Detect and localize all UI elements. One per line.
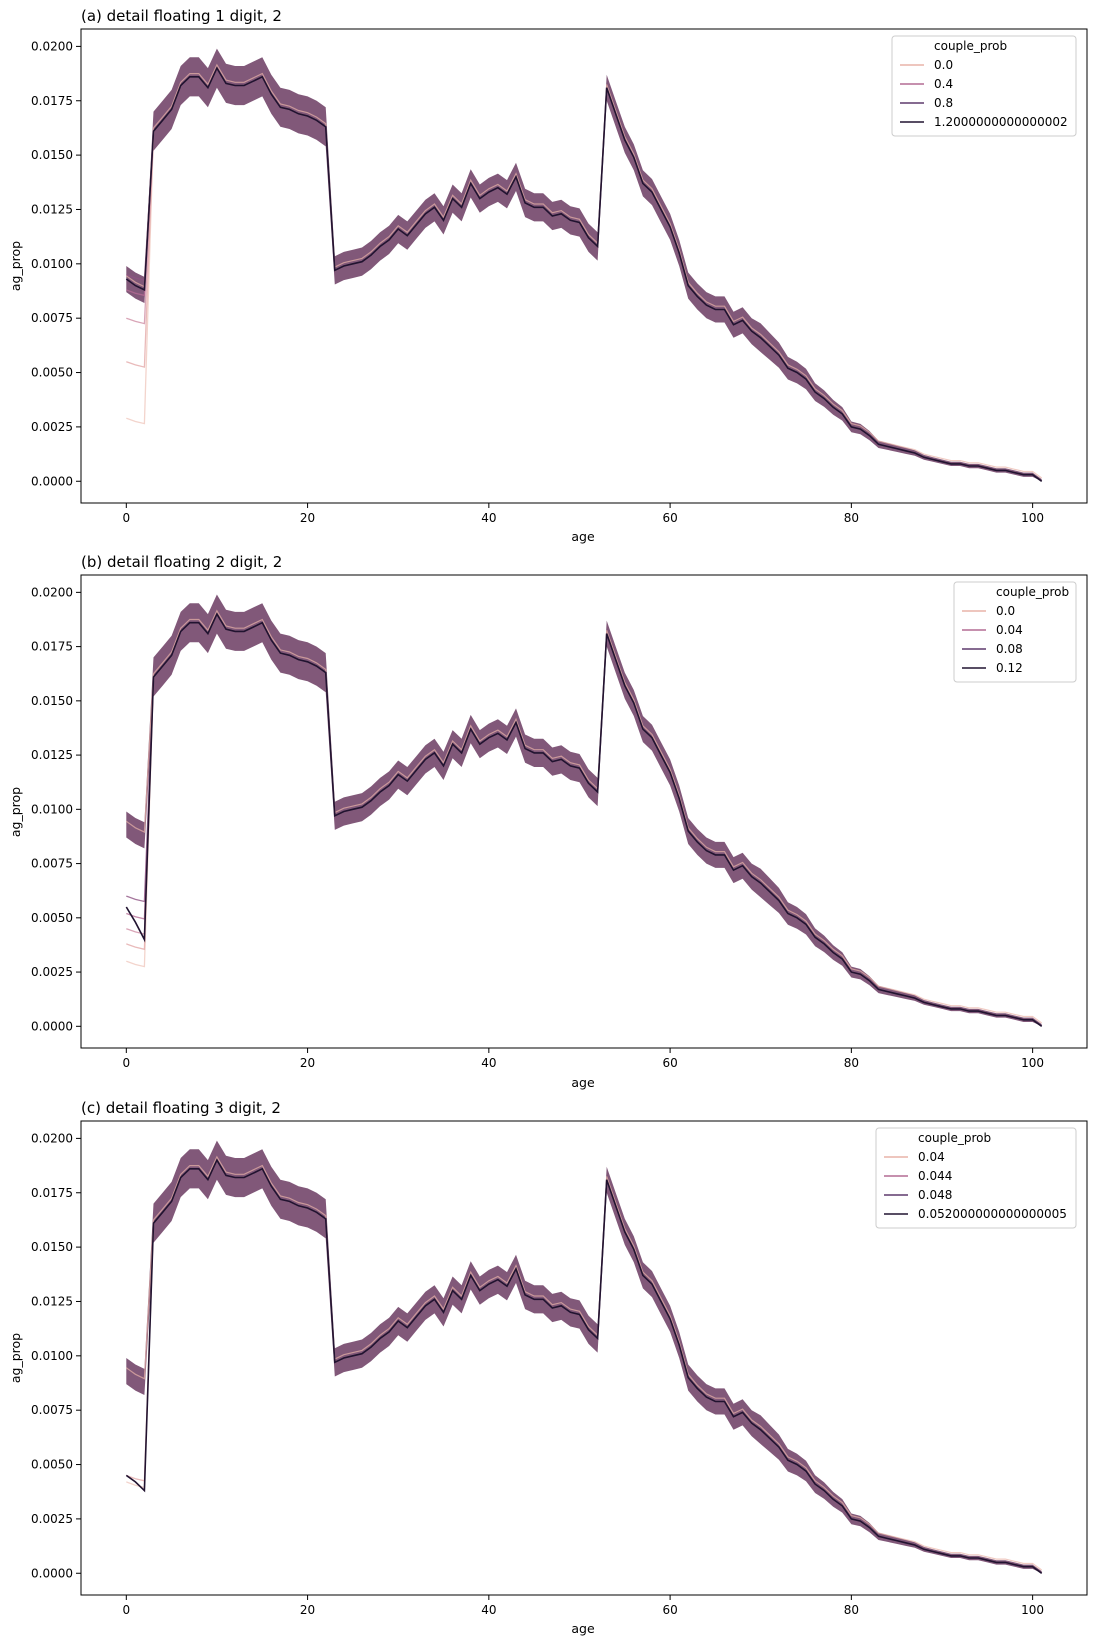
y-tick-label-c: 0.0200 <box>31 1131 73 1145</box>
y-tick-label-b: 0.0000 <box>31 1019 73 1033</box>
panel-title-a: (a) detail floating 1 digit, 2 <box>81 7 282 25</box>
legend-c: couple_prob 0.04 0.044 0.048 0.052000000… <box>875 1127 1077 1229</box>
y-tick-label-a: 0.0150 <box>31 148 73 162</box>
y-tick-label-a: 0.0175 <box>31 94 73 108</box>
y-tick-label-b: 0.0200 <box>31 585 73 599</box>
chart-panel-c: (c) detail floating 3 digit, 2 age ag_pr… <box>8 1099 1088 1636</box>
x-tick-label-b: 100 <box>1021 1056 1044 1070</box>
legend-entry-a-3: 1.2000000000000002 <box>934 115 1068 129</box>
x-tick-label-a: 40 <box>481 511 496 525</box>
y-tick-label-c: 0.0150 <box>31 1240 73 1254</box>
legend-entry-c-2: 0.048 <box>918 1188 952 1202</box>
y-tick-label-b: 0.0175 <box>31 640 73 654</box>
x-tick-label-b: 20 <box>300 1056 315 1070</box>
x-axis-label-c: age <box>571 1621 595 1636</box>
legend-box-b <box>953 581 1077 683</box>
y-tick-label-b: 0.0050 <box>31 911 73 925</box>
legend-entry-c-3: 0.052000000000000005 <box>918 1207 1067 1221</box>
axes-frame-a <box>80 28 1088 504</box>
chart-panel-b: (b) detail floating 2 digit, 2 age ag_pr… <box>8 553 1088 1090</box>
legend-box-c <box>875 1127 1077 1229</box>
legend-entry-a-2: 0.8 <box>934 96 953 110</box>
y-tick-label-b: 0.0100 <box>31 802 73 816</box>
y-tick-label-c: 0.0125 <box>31 1294 73 1308</box>
x-axis-label-b: age <box>571 1075 595 1090</box>
x-tick-label-b: 80 <box>844 1056 859 1070</box>
legend-entry-a-0: 0.0 <box>934 58 953 72</box>
y-tick-label-a: 0.0075 <box>31 311 73 325</box>
legend-entry-b-2: 0.08 <box>996 642 1023 656</box>
x-tick-label-a: 100 <box>1021 511 1044 525</box>
y-tick-label-b: 0.0150 <box>31 694 73 708</box>
y-tick-label-a: 0.0050 <box>31 366 73 380</box>
legend-entry-a-1: 0.4 <box>934 77 953 91</box>
legend-entry-c-0: 0.04 <box>918 1150 945 1164</box>
x-tick-label-c: 60 <box>662 1603 677 1617</box>
y-tick-label-a: 0.0100 <box>31 257 73 271</box>
series-line-c-main <box>125 1158 1043 1574</box>
x-axis-label-a: age <box>571 529 595 544</box>
legend-title-b: couple_prob <box>996 585 1069 599</box>
legend-b: couple_prob 0.0 0.04 0.08 0.12 <box>953 581 1077 683</box>
y-tick-label-b: 0.0075 <box>31 857 73 871</box>
y-tick-label-c: 0.0075 <box>31 1403 73 1417</box>
y-tick-label-c: 0.0175 <box>31 1186 73 1200</box>
panel-title-b: (b) detail floating 2 digit, 2 <box>81 553 282 571</box>
axes-frame-b <box>80 574 1088 1049</box>
y-tick-label-b: 0.0025 <box>31 965 73 979</box>
y-axis-label-a: ag_prop <box>8 241 23 291</box>
x-tick-label-c: 20 <box>300 1603 315 1617</box>
x-tick-label-b: 40 <box>481 1056 496 1070</box>
series-line-b-main <box>125 612 1043 1027</box>
x-tick-label-a: 0 <box>122 511 130 525</box>
series-line-a-light <box>125 63 1043 479</box>
x-tick-label-b: 60 <box>662 1056 677 1070</box>
x-tick-label-a: 60 <box>662 511 677 525</box>
y-tick-label-b: 0.0125 <box>31 748 73 762</box>
series-line-a-main <box>125 66 1043 482</box>
legend-title-c: couple_prob <box>918 1131 991 1145</box>
y-tick-label-c: 0.0100 <box>31 1349 73 1363</box>
y-axis-label-c: ag_prop <box>8 1333 23 1383</box>
legend-title-a: couple_prob <box>934 39 1007 53</box>
series-line-c-light <box>125 1155 1043 1571</box>
y-tick-label-a: 0.0025 <box>31 420 73 434</box>
y-tick-label-a: 0.0125 <box>31 202 73 216</box>
series-line-b-light <box>125 609 1043 1024</box>
x-tick-label-a: 20 <box>300 511 315 525</box>
y-tick-label-c: 0.0025 <box>31 1512 73 1526</box>
y-tick-label-a: 0.0200 <box>31 39 73 53</box>
x-tick-label-c: 40 <box>481 1603 496 1617</box>
x-tick-label-c: 0 <box>122 1603 130 1617</box>
series-line-a-low-1 <box>126 131 155 368</box>
legend-entry-b-1: 0.04 <box>996 623 1023 637</box>
x-tick-label-a: 80 <box>844 511 859 525</box>
y-tick-label-a: 0.0000 <box>31 474 73 488</box>
plot-area-b <box>81 575 1087 1048</box>
axes-frame-c <box>80 1120 1088 1596</box>
y-axis-label-b: ag_prop <box>8 787 23 837</box>
series-line-a-low-2 <box>126 131 155 325</box>
panel-title-c: (c) detail floating 3 digit, 2 <box>81 1099 281 1117</box>
x-tick-label-c: 100 <box>1021 1603 1044 1617</box>
legend-a: couple_prob 0.0 0.4 0.8 1.20000000000000… <box>891 35 1077 137</box>
legend-entry-b-0: 0.0 <box>996 604 1015 618</box>
legend-entry-b-3: 0.12 <box>996 661 1023 675</box>
chart-panel-a: (a) detail floating 1 digit, 2 age ag_pr… <box>8 7 1088 544</box>
series-line-a-low-0 <box>126 131 155 425</box>
legend-box-a <box>891 35 1077 137</box>
legend-entry-c-1: 0.044 <box>918 1169 952 1183</box>
x-tick-label-b: 0 <box>122 1056 130 1070</box>
x-tick-label-c: 80 <box>844 1603 859 1617</box>
y-tick-label-c: 0.0000 <box>31 1566 73 1580</box>
y-tick-label-c: 0.0050 <box>31 1458 73 1472</box>
